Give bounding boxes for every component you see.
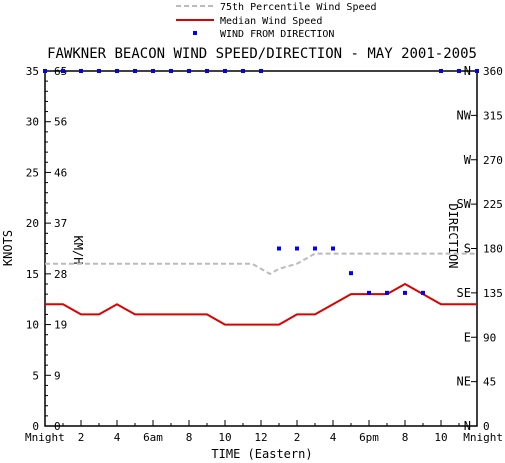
legend-label-median: Median Wind Speed — [220, 16, 322, 27]
kmh-axis-title: KM/H — [71, 236, 85, 265]
direction-point — [115, 69, 119, 73]
direction-point — [385, 290, 389, 295]
x-tick-label: 6am — [143, 431, 163, 444]
x-tick-label: 6pm — [359, 431, 379, 444]
chart-title: FAWKNER BEACON WIND SPEED/DIRECTION - MA… — [47, 46, 477, 62]
degree-tick-label: 360 — [483, 65, 503, 78]
x-axis-title: TIME (Eastern) — [211, 447, 312, 461]
direction-point — [349, 271, 353, 276]
direction-tick-label: N — [464, 64, 471, 78]
direction-point — [331, 246, 335, 251]
direction-point — [475, 69, 479, 73]
direction-point — [457, 69, 461, 73]
median-line — [45, 282, 477, 326]
direction-point — [241, 69, 245, 73]
kmh-tick-label: 19 — [54, 319, 67, 332]
y-tick-label: 35 — [26, 65, 39, 78]
legend-label-75th: 75th Percentile Wind Speed — [220, 2, 377, 13]
direction-tick-label: NW — [457, 108, 472, 122]
x-tick-label: 2 — [78, 431, 85, 444]
direction-point — [151, 69, 155, 73]
y-axis-title: KNOTS — [1, 230, 15, 266]
y-tick-label: 10 — [26, 319, 39, 332]
x-tick-label: 10 — [218, 431, 231, 444]
y-tick-label: 15 — [26, 268, 39, 281]
kmh-tick-label: 56 — [54, 116, 67, 129]
plot-frame — [44, 70, 478, 427]
legend-label-direction: WIND FROM DIRECTION — [220, 29, 334, 40]
x-tick-label: Mnight — [463, 431, 503, 444]
direction-tick-label: SE — [457, 286, 471, 300]
degree-tick-label: 180 — [483, 243, 503, 256]
direction-axis-title: DIRECTION — [446, 203, 460, 268]
kmh-tick-label: 46 — [54, 166, 67, 179]
degree-tick-label: 0 — [483, 420, 490, 433]
direction-tick-label: N — [464, 419, 471, 433]
x-tick-label: 4 — [114, 431, 121, 444]
direction-point — [313, 246, 317, 251]
degree-tick-label: 225 — [483, 198, 503, 211]
direction-point — [421, 290, 425, 295]
series-group — [43, 69, 479, 326]
direction-point — [133, 69, 137, 73]
direction-tick-label: S — [464, 242, 471, 256]
percentile-75-line — [45, 252, 477, 276]
x-tick-label: 4 — [330, 431, 337, 444]
direction-point — [367, 290, 371, 295]
direction-tick-label: E — [464, 330, 471, 344]
y-tick-label: 30 — [26, 116, 39, 129]
kmh-tick-label: 65 — [54, 65, 67, 78]
degree-tick-label: 90 — [483, 331, 496, 344]
direction-point — [295, 246, 299, 251]
direction-point — [43, 69, 47, 73]
x-tick-label: 8 — [402, 431, 409, 444]
direction-point — [439, 69, 443, 73]
y-tick-label: 0 — [32, 420, 39, 433]
x-tick-label: 2 — [294, 431, 301, 444]
direction-point — [187, 69, 191, 73]
degree-tick-label: 135 — [483, 287, 503, 300]
x-tick-label: 12 — [254, 431, 267, 444]
degree-tick-label: 270 — [483, 154, 503, 167]
direction-point — [277, 246, 281, 251]
direction-point — [97, 69, 101, 73]
kmh-tick-label: 28 — [54, 268, 67, 281]
direction-point — [403, 290, 407, 295]
kmh-tick-label: 37 — [54, 217, 67, 230]
degree-tick-label: 45 — [483, 376, 496, 389]
y-tick-label: 25 — [26, 166, 39, 179]
y-tick-label: 20 — [26, 217, 39, 230]
direction-point — [169, 69, 173, 73]
direction-point — [223, 69, 227, 73]
kmh-tick-label: 0 — [54, 420, 61, 433]
direction-tick-label: SW — [457, 197, 472, 211]
degree-tick-label: 315 — [483, 109, 503, 122]
legend-swatch-direction — [193, 31, 197, 35]
direction-point — [79, 69, 83, 73]
direction-point — [259, 69, 263, 73]
kmh-tick-label: 9 — [54, 369, 61, 382]
legend: 75th Percentile Wind Speed Median Wind S… — [176, 2, 377, 40]
x-tick-label: 8 — [186, 431, 193, 444]
x-tick-label: Mnight — [25, 431, 65, 444]
direction-tick-label: W — [464, 153, 472, 167]
x-tick-label: 10 — [434, 431, 447, 444]
direction-point — [61, 69, 65, 73]
direction-point — [205, 69, 209, 73]
y-tick-label: 5 — [32, 369, 39, 382]
direction-tick-label: NE — [457, 375, 471, 389]
